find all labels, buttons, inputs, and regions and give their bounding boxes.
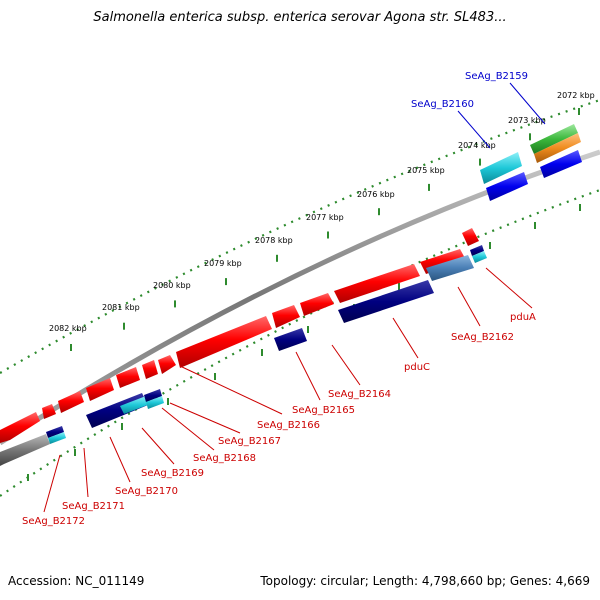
gene-cds-arrow[interactable]	[146, 396, 164, 409]
gene-cds-arrow[interactable]	[472, 251, 487, 263]
gene-cds-arrow[interactable]	[334, 264, 420, 303]
gene-cds-arrow[interactable]	[470, 245, 484, 256]
reverse-strand-genes	[0, 245, 487, 466]
tick-label: 2081 kbp	[102, 303, 140, 312]
gene-label-seag_b2166[interactable]: SeAg_B2166	[257, 420, 320, 431]
forward-strand-genes	[0, 228, 479, 443]
gene-cds-arrow[interactable]	[540, 150, 582, 178]
gene-cds-arrow[interactable]	[46, 426, 64, 438]
gene-label-seag_b2171[interactable]: SeAg_B2171	[62, 501, 125, 512]
leader-line	[161, 407, 215, 451]
upper-region-genes	[480, 124, 582, 201]
gene-label-seag_b2162[interactable]: SeAg_B2162	[451, 332, 514, 343]
gene-cds-arrow[interactable]	[486, 172, 528, 201]
outer-tick-ring	[0, 98, 600, 374]
tick-label: 2078 kbp	[255, 236, 293, 245]
genome-title: Salmonella enterica subsp. enterica sero…	[93, 10, 507, 25]
leader-line	[392, 317, 419, 359]
accession-text: Accession: NC_011149	[8, 574, 145, 588]
gene-cds-arrow[interactable]	[530, 124, 578, 154]
gene-cds-arrow[interactable]	[116, 367, 140, 388]
gene-label-seag_b2160[interactable]: SeAg_B2160	[411, 99, 474, 110]
gene-cds-arrow[interactable]	[0, 412, 40, 443]
gene-cds-arrow[interactable]	[42, 404, 56, 419]
gene-cds-arrow[interactable]	[480, 152, 522, 184]
gene-label-seag_b2164[interactable]: SeAg_B2164	[328, 389, 391, 400]
tick-label: 2072 kbp	[557, 91, 595, 100]
gene-cds-arrow[interactable]	[338, 280, 434, 323]
tick-label: 2082 kbp	[49, 324, 87, 333]
tick-label: 2075 kbp	[407, 166, 445, 175]
leader-line	[509, 82, 546, 125]
gene-cds-arrow[interactable]	[144, 389, 162, 402]
leader-line	[485, 267, 533, 309]
tick-label: 2080 kbp	[153, 281, 191, 290]
leader-line	[83, 447, 89, 498]
leader-line	[179, 365, 283, 415]
label-leader-lines	[43, 82, 546, 513]
gene-cds-arrow[interactable]	[58, 391, 84, 413]
tick-label: 2076 kbp	[357, 190, 395, 199]
gene-label-pduc[interactable]: pduC	[404, 362, 430, 373]
gene-label-pdua[interactable]: pduA	[510, 312, 536, 323]
leader-line	[43, 454, 61, 513]
tick-label: 2073 kbp	[508, 116, 546, 125]
gene-cds-arrow[interactable]	[272, 305, 300, 328]
gene-cds-arrow[interactable]	[158, 355, 176, 374]
leader-line	[457, 286, 481, 327]
gene-cds-arrow[interactable]	[0, 434, 50, 466]
gene-cds-arrow[interactable]	[48, 432, 66, 444]
leader-line	[457, 110, 491, 149]
gene-label-seag_b2172[interactable]: SeAg_B2172	[22, 516, 85, 527]
gene-cds-arrow[interactable]	[176, 316, 272, 368]
gene-cds-arrow[interactable]	[274, 328, 307, 351]
tick-label: 2074 kbp	[458, 141, 496, 150]
leader-line	[331, 344, 361, 386]
gene-cds-arrow[interactable]	[120, 396, 150, 414]
gene-cds-arrow[interactable]	[300, 293, 334, 316]
leader-line	[109, 436, 131, 483]
gene-cds-arrow[interactable]	[142, 360, 158, 379]
tick-label: 2077 kbp	[306, 213, 344, 222]
tick-label: 2079 kbp	[204, 259, 242, 268]
gene-cds-arrow[interactable]	[462, 228, 479, 246]
gene-label-seag_b2165[interactable]: SeAg_B2165	[292, 405, 355, 416]
gene-label-seag_b2170[interactable]: SeAg_B2170	[115, 486, 178, 497]
leader-line	[141, 427, 175, 465]
gene-cds-arrow[interactable]	[534, 133, 581, 163]
gene-cds-arrow[interactable]	[426, 255, 474, 281]
genome-summary-text: Topology: circular; Length: 4,798,660 bp…	[260, 574, 590, 588]
gene-label-seag_b2167[interactable]: SeAg_B2167	[218, 436, 281, 447]
gene-cds-arrow[interactable]	[86, 378, 114, 401]
gene-label-seag_b2169[interactable]: SeAg_B2169	[141, 468, 204, 479]
leader-line	[295, 351, 321, 401]
gene-label-seag_b2168[interactable]: SeAg_B2168	[193, 453, 256, 464]
leader-line	[169, 402, 241, 434]
gene-label-seag_b2159[interactable]: SeAg_B2159	[465, 71, 528, 82]
